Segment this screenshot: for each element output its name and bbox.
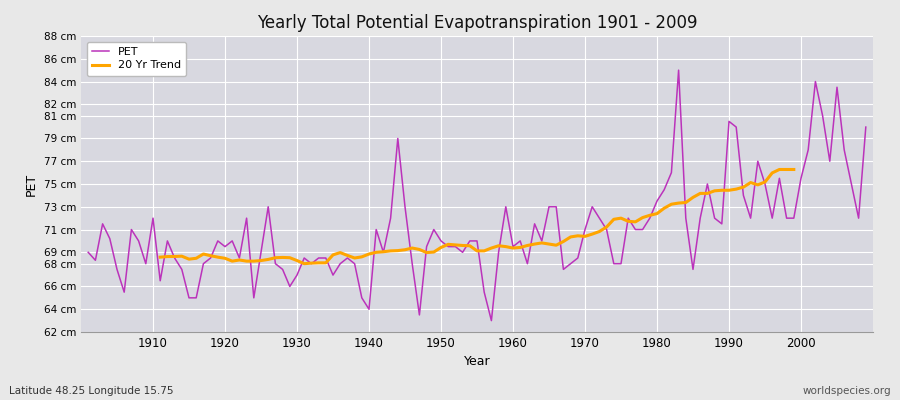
Y-axis label: PET: PET [25, 172, 38, 196]
PET [508, 244, 518, 249]
20 Yr Trend [234, 258, 245, 262]
PET [673, 68, 684, 72]
20 Yr Trend [724, 188, 734, 193]
PET [83, 250, 94, 255]
X-axis label: Year: Year [464, 356, 490, 368]
Line: 20 Yr Trend: 20 Yr Trend [160, 170, 794, 264]
Line: PET: PET [88, 70, 866, 321]
20 Yr Trend [155, 255, 166, 260]
Title: Yearly Total Potential Evapotranspiration 1901 - 2009: Yearly Total Potential Evapotranspiratio… [256, 14, 698, 32]
Text: Latitude 48.25 Longitude 15.75: Latitude 48.25 Longitude 15.75 [9, 386, 174, 396]
PET [140, 261, 151, 266]
20 Yr Trend [220, 256, 230, 261]
20 Yr Trend [284, 255, 295, 260]
Legend: PET, 20 Yr Trend: PET, 20 Yr Trend [86, 42, 186, 76]
20 Yr Trend [407, 246, 418, 250]
20 Yr Trend [788, 167, 799, 172]
Text: worldspecies.org: worldspecies.org [803, 386, 891, 396]
PET [860, 125, 871, 130]
PET [515, 238, 526, 243]
PET [486, 318, 497, 323]
20 Yr Trend [774, 167, 785, 172]
PET [342, 256, 353, 260]
PET [299, 256, 310, 260]
PET [601, 227, 612, 232]
20 Yr Trend [486, 246, 497, 250]
20 Yr Trend [299, 261, 310, 266]
